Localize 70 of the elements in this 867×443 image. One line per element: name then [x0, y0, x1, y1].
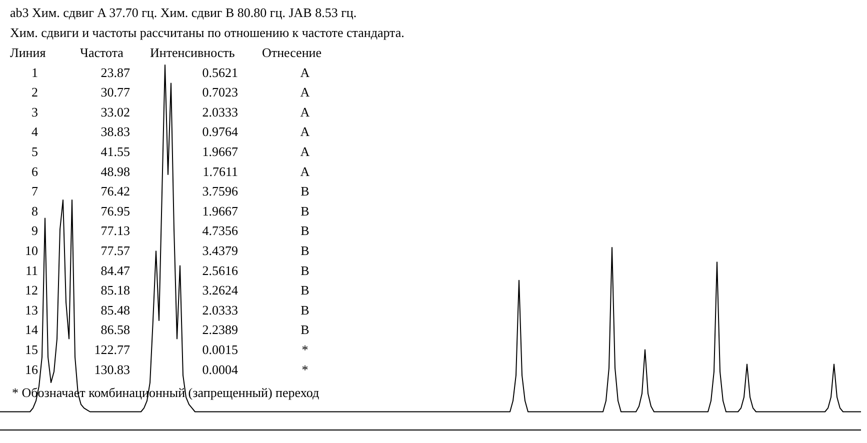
annotation: B: [300, 302, 310, 318]
annotation: 10: [25, 243, 38, 258]
annotation: A: [300, 124, 310, 140]
annotation: 86.58: [100, 322, 130, 338]
text: Линия: [10, 45, 46, 60]
annotation: B: [300, 203, 310, 218]
annotation: 0.0004: [202, 362, 238, 377]
annotation: 14: [25, 322, 38, 338]
annotation: 0.0015: [202, 342, 238, 357]
annotation: 38.83: [100, 124, 130, 140]
annotation: 3.7596: [202, 184, 238, 199]
annotation: 0.7023: [202, 84, 238, 100]
annotation: B: [300, 184, 310, 199]
annotation: 13: [25, 302, 38, 318]
text: Частота: [80, 45, 124, 60]
text: Интенсивность: [150, 45, 235, 60]
annotation: 48.98: [100, 164, 130, 179]
annotation: 2.0333: [202, 302, 238, 318]
annotation: 15: [25, 342, 38, 357]
annotation: A: [300, 164, 310, 179]
annotation: 2.0333: [202, 104, 238, 120]
annotation: 7: [32, 184, 38, 199]
annotation: 9: [32, 223, 38, 238]
annotation: 4.7356: [202, 223, 238, 238]
annotation: 1.9667: [202, 203, 238, 218]
annotation: 0.5621: [202, 64, 238, 80]
annotation: 30.77: [100, 84, 130, 100]
annotation: A: [300, 144, 310, 159]
annotation: 3.2624: [202, 282, 238, 298]
annotation: 2.5616: [202, 262, 238, 278]
annotation: B: [300, 243, 310, 258]
annotation: 122.77: [94, 342, 130, 357]
annotation: 77.13: [100, 223, 130, 238]
annotation: B: [300, 282, 310, 298]
annotation: 1: [32, 64, 38, 80]
annotation: 12: [25, 282, 38, 298]
annotation: 11: [25, 262, 38, 278]
annotation: 4: [32, 124, 38, 140]
annotation: 1.9667: [202, 144, 238, 159]
annotation: *: [302, 362, 308, 377]
annotation: 33.02: [100, 104, 130, 120]
annotation: 16: [25, 362, 38, 377]
annotation: 1.7611: [202, 164, 238, 179]
annotation: 41.55: [100, 144, 130, 159]
text: Отнесение: [262, 45, 322, 60]
annotation: 0.9764: [202, 124, 238, 140]
annotation: 3: [32, 104, 38, 120]
annotation: A: [300, 64, 310, 80]
annotation: 85.18: [100, 282, 130, 298]
annotation: 2: [32, 84, 38, 100]
annotation: 77.57: [100, 243, 130, 258]
annotation: B: [300, 223, 310, 238]
chart-subtitle: Хим. сдвиги и частоты рассчитаны по отношению к частоте стандарта.: [10, 25, 404, 40]
annotation: 6: [32, 164, 38, 179]
annotation: A: [300, 84, 310, 100]
annotation: B: [300, 262, 310, 278]
annotation: A: [300, 104, 310, 120]
annotation: 84.47: [100, 262, 130, 278]
annotation: 23.87: [100, 64, 130, 80]
annotation: B: [300, 322, 310, 338]
chart-title: ab3 Хим. сдвиг A 37.70 гц. Хим. сдвиг B 80.80 гц. JAB 8.53 гц.: [10, 5, 357, 20]
annotation: 130.83: [94, 362, 130, 377]
annotation: 8: [32, 203, 38, 218]
annotation: 2.2389: [202, 322, 238, 338]
annotation: 85.48: [100, 302, 130, 318]
annotation: 76.42: [100, 184, 130, 199]
annotation: *: [302, 342, 308, 357]
annotation: 5: [32, 144, 38, 159]
annotation: 3.4379: [202, 243, 238, 258]
annotation: 76.95: [100, 203, 130, 218]
